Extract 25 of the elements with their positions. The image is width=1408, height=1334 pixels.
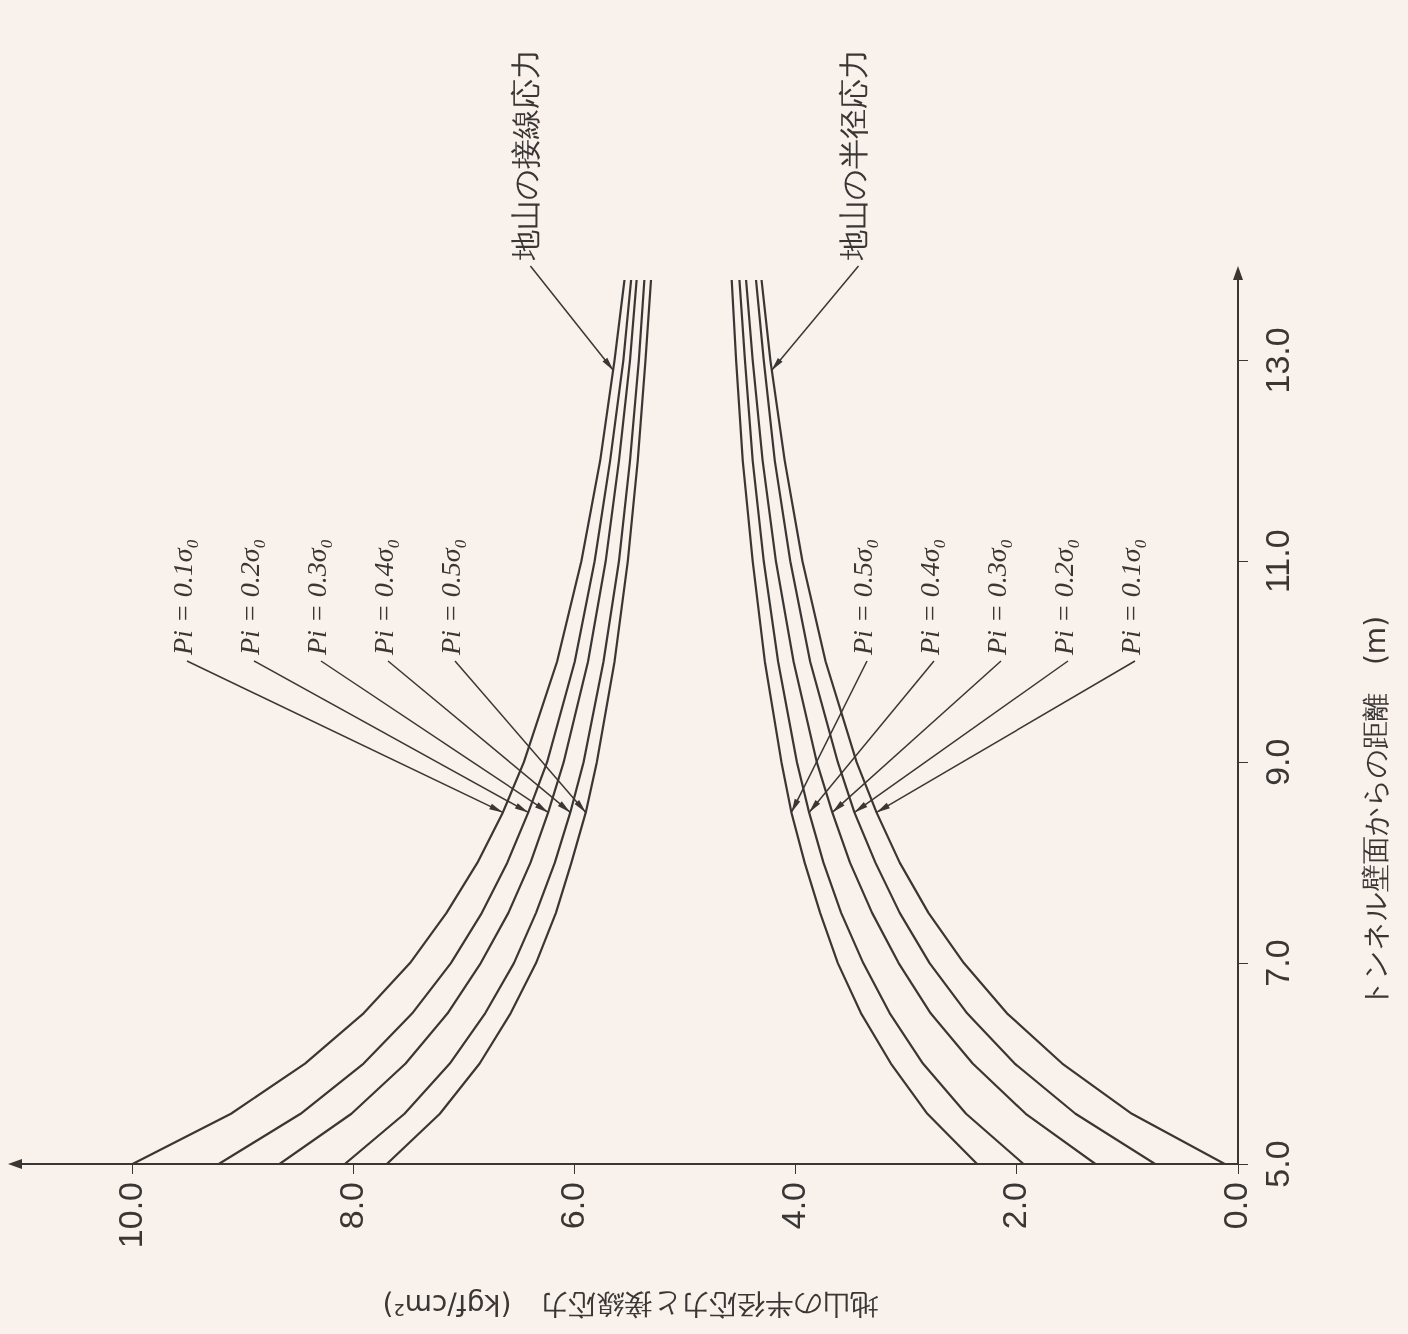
annotation: Pi = 0.1σ₀ [167,538,199,656]
annotation: Pi = 0.4σ₀ [914,538,946,656]
y-tick-label: 7.0 [1258,939,1297,987]
annotation: Pi = 0.1σ₀ [1115,538,1147,656]
x-axis-title: 地山の半径応力と接線応力 (kgf/cm²) [382,1287,879,1321]
annotation: Pi = 0.3σ₀ [981,538,1013,656]
x-tick-label: 2.0 [995,1182,1034,1230]
y-tick-label: 9.0 [1258,738,1297,786]
y-tick-label: 11.0 [1258,529,1297,594]
y-tick-label: 5.0 [1258,1140,1297,1188]
y-tick-label: 13.0 [1258,327,1297,394]
x-tick-label: 8.0 [332,1182,371,1230]
annotation: Pi = 0.3σ₀ [301,538,333,656]
annotation: 地山の半径応力 [836,49,872,261]
annotation: Pi = 0.4σ₀ [368,538,400,656]
x-tick-label: 10.0 [110,1182,149,1249]
annotation: Pi = 0.2σ₀ [234,538,266,656]
x-tick-label: 6.0 [553,1182,592,1230]
x-tick-label: 0.0 [1216,1182,1255,1230]
annotation: Pi = 0.5σ₀ [847,538,879,656]
annotation: Pi = 0.2σ₀ [1048,538,1080,656]
annotation: 地山の接線応力 [508,49,544,261]
annotation: Pi = 0.5σ₀ [435,538,467,656]
y-axis-title: トンネル壁面からの距離 (m) [1359,615,1393,1009]
x-tick-label: 4.0 [774,1182,813,1230]
